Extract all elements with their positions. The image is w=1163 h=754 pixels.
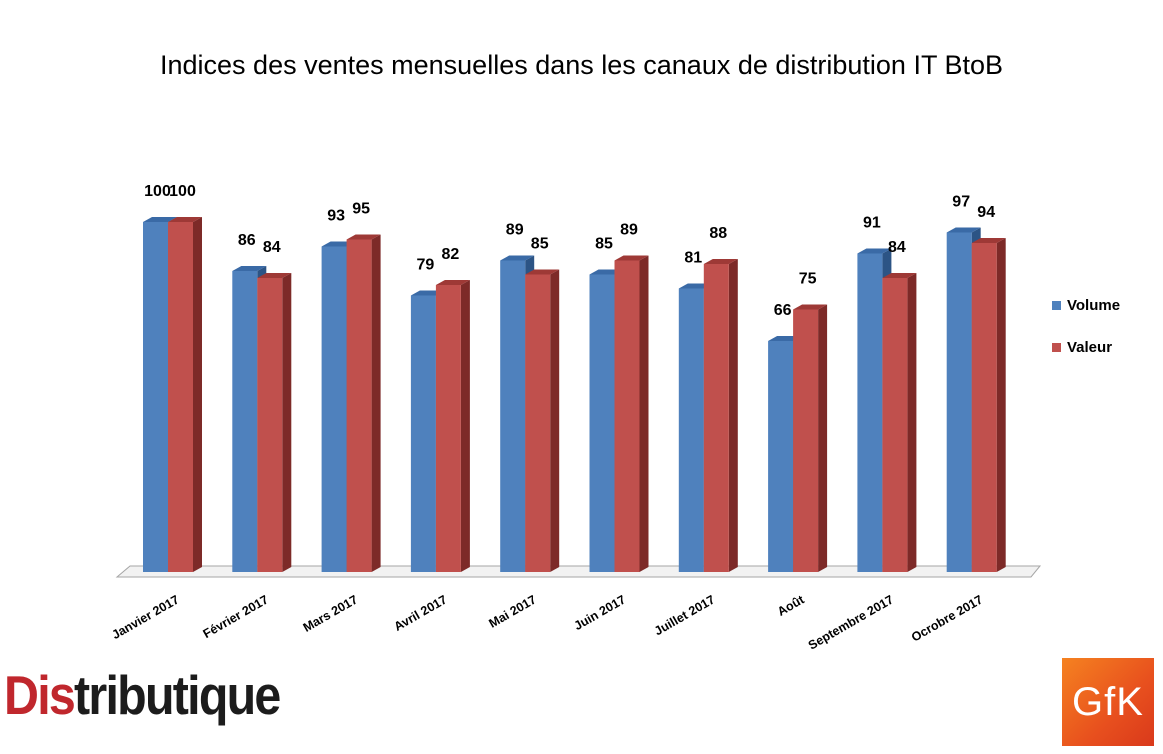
bar-group xyxy=(143,217,1006,572)
value-label-valeur-2: 95 xyxy=(352,201,370,218)
bar-top-valeur-6 xyxy=(703,259,738,264)
value-label-volume-4: 89 xyxy=(506,222,524,239)
bar-side-valeur-6 xyxy=(728,259,738,572)
bar-valeur-2 xyxy=(346,239,372,572)
legend-swatch-valeur xyxy=(1052,342,1061,352)
category-label-4: Mai 2017 xyxy=(487,592,539,630)
value-label-volume-5: 85 xyxy=(595,236,613,253)
value-label-volume-8: 91 xyxy=(863,215,881,232)
bar-valeur-1 xyxy=(257,278,283,572)
category-label-6: Juillet 2017 xyxy=(652,592,717,638)
bar-top-volume-0 xyxy=(143,217,177,222)
category-label-2: Mars 2017 xyxy=(301,592,360,634)
bar-top-valeur-9 xyxy=(971,238,1006,243)
value-label-valeur-5: 89 xyxy=(620,222,638,239)
category-label-8: Septembre 2017 xyxy=(806,592,896,652)
bar-top-volume-4 xyxy=(500,255,535,261)
bar-volume-0 xyxy=(143,222,168,572)
bar-volume-9 xyxy=(946,232,972,572)
bar-valeur-5 xyxy=(614,260,640,572)
legend-swatch-volume xyxy=(1052,300,1061,310)
value-label-valeur-8: 84 xyxy=(888,239,906,256)
value-label-volume-3: 79 xyxy=(417,257,435,274)
bar-side-valeur-5 xyxy=(639,255,649,572)
value-label-volume-6: 81 xyxy=(684,250,702,267)
value-label-valeur-1: 84 xyxy=(263,239,281,256)
bar-top-valeur-4 xyxy=(525,269,560,275)
bar-volume-1 xyxy=(232,271,258,572)
bar-top-valeur-3 xyxy=(435,280,470,285)
bar-top-volume-8 xyxy=(857,248,892,254)
value-label-volume-0: 100 xyxy=(144,183,171,200)
bar-volume-4 xyxy=(500,260,526,572)
bar-side-valeur-0 xyxy=(193,217,202,572)
bar-valeur-7 xyxy=(793,309,819,572)
bar-valeur-0 xyxy=(168,222,193,572)
bar-volume-7 xyxy=(768,341,794,572)
bar-volume-2 xyxy=(321,246,347,572)
distributique-logo-rest: tributique xyxy=(74,664,281,726)
value-label-valeur-7: 75 xyxy=(799,271,817,288)
value-label-volume-7: 66 xyxy=(774,302,792,319)
bar-side-valeur-8 xyxy=(907,273,917,572)
bar-top-valeur-5 xyxy=(614,255,649,261)
category-label-3: Avril 2017 xyxy=(392,592,450,633)
bar-side-valeur-2 xyxy=(371,234,381,572)
chart-title: Indices des ventes mensuelles dans les c… xyxy=(160,50,1003,80)
category-label-7: Août xyxy=(775,592,807,619)
bar-top-volume-9 xyxy=(946,227,981,233)
category-label-5: Juin 2017 xyxy=(572,592,628,633)
bar-top-volume-1 xyxy=(232,266,267,271)
bar-valeur-6 xyxy=(703,264,729,572)
value-label-valeur-4: 85 xyxy=(531,236,549,253)
value-label-volume-9: 97 xyxy=(952,194,970,211)
bar-side-valeur-3 xyxy=(460,280,470,572)
category-label-group: Janvier 2017 Février 2017 Mars 2017 Avril 2… xyxy=(109,592,985,652)
category-label-9: Ocrobre 2017 xyxy=(909,592,985,644)
bar-top-valeur-0 xyxy=(168,217,202,222)
legend-label-volume: Volume xyxy=(1067,296,1121,314)
bar-top-valeur-8 xyxy=(882,273,917,278)
bar-valeur-4 xyxy=(525,274,551,572)
legend-label-valeur: Valeur xyxy=(1067,338,1113,356)
bar-top-valeur-7 xyxy=(793,304,828,310)
bar-volume-3 xyxy=(410,295,436,572)
bar-side-valeur-1 xyxy=(282,273,292,572)
gfk-logo: GfK xyxy=(1062,658,1154,746)
value-label-valeur-3: 82 xyxy=(442,246,460,263)
legend-item-valeur: Valeur xyxy=(1052,337,1120,357)
bar-valeur-8 xyxy=(882,278,908,572)
bar-top-valeur-2 xyxy=(346,234,381,240)
bar-volume-5 xyxy=(589,274,615,572)
category-label-0: Janvier 2017 xyxy=(109,592,181,642)
value-label-volume-2: 93 xyxy=(327,208,345,225)
value-label-volume-1: 86 xyxy=(238,232,256,249)
distributique-logo: Distributique xyxy=(4,668,281,723)
bar-volume-6 xyxy=(678,288,704,572)
bar-top-valeur-1 xyxy=(257,273,292,278)
bar-volume-8 xyxy=(857,253,883,572)
value-label-valeur-0: 100 xyxy=(169,183,196,200)
bar-side-valeur-7 xyxy=(818,304,828,572)
legend-item-volume: Volume xyxy=(1052,295,1120,315)
value-label-valeur-6: 88 xyxy=(709,225,727,242)
bar-side-valeur-4 xyxy=(550,269,560,572)
bar-valeur-3 xyxy=(435,285,461,572)
value-label-valeur-9: 94 xyxy=(977,204,995,221)
legend: Volume Valeur xyxy=(1052,295,1120,379)
bar-side-valeur-9 xyxy=(996,238,1006,572)
bar-valeur-9 xyxy=(971,243,997,572)
distributique-logo-prefix: Dis xyxy=(4,664,76,726)
category-label-1: Février 2017 xyxy=(201,592,271,641)
